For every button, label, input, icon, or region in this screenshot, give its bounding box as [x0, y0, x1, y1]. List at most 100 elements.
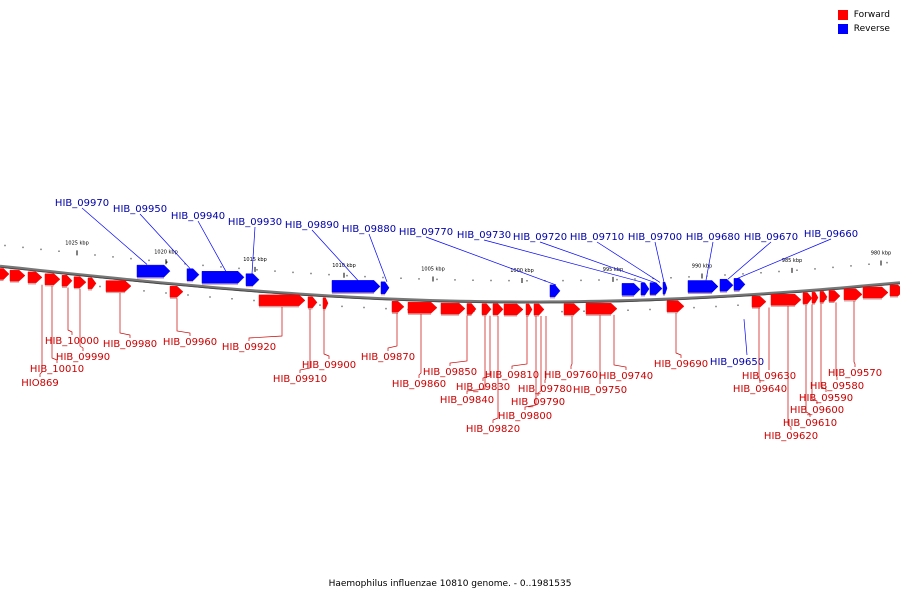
- forward-gene-leader: [805, 304, 811, 417]
- reverse-gene-label: HIB_09950: [113, 204, 167, 215]
- forward-gene-label: HIB_09600: [790, 405, 844, 416]
- genome-backbone: [0, 264, 900, 304]
- forward-gene-arrow: [503, 303, 524, 316]
- scale-label: 1015 kbp: [243, 257, 267, 263]
- forward-gene-label: HIO869: [21, 378, 58, 389]
- reverse-gene-arrow: [649, 282, 663, 295]
- forward-gene-arrow: [862, 286, 889, 299]
- forward-gene-arrow: [307, 296, 318, 309]
- forward-gene-leader: [613, 314, 627, 370]
- forward-gene-arrow: [87, 277, 97, 290]
- forward-gene-arrow: [481, 303, 492, 315]
- forward-swatch: [837, 10, 848, 20]
- forward-gene-label: HIB_09830: [456, 382, 510, 393]
- forward-gene-label: HIB_09800: [498, 411, 552, 422]
- legend-forward: Forward: [837, 10, 890, 20]
- legend-reverse: Reverse: [837, 24, 890, 34]
- reverse-gene-leader: [425, 236, 557, 286]
- forward-gene-leader: [787, 306, 792, 430]
- forward-gene-leader: [387, 313, 398, 351]
- forward-gene-arrow: [533, 303, 545, 316]
- forward-gene-leader: [511, 315, 528, 369]
- scale-label: 990 kbp: [692, 264, 712, 270]
- forward-gene-arrow: [27, 271, 43, 284]
- reverse-gene-arrow: [136, 264, 171, 278]
- reverse-gene-leader: [736, 238, 832, 279]
- scale-label: 995 kbp: [603, 267, 623, 273]
- forward-gene-leader: [537, 315, 542, 396]
- reverse-gene-label: HIB_09940: [171, 211, 225, 222]
- forward-gene-label: HIB_09920: [222, 342, 276, 353]
- forward-gene-arrow: [391, 301, 405, 313]
- reverse-gene-leader: [743, 319, 748, 356]
- forward-gene-leader: [418, 314, 422, 378]
- reverse-swatch: [837, 24, 848, 34]
- reverse-gene-leader: [368, 233, 388, 282]
- forward-gene-label: HIB_09990: [56, 352, 110, 363]
- forward-gene-arrow: [843, 288, 863, 301]
- reverse-gene-arrow: [640, 282, 650, 296]
- forward-gene-label: HIB_09580: [810, 381, 864, 392]
- forward-gene-label: HIB_09640: [733, 384, 787, 395]
- forward-gene-arrow: [322, 297, 329, 309]
- scale-label: 1025 kbp: [65, 240, 89, 246]
- scale-label: 985 kbp: [782, 258, 802, 264]
- reverse-gene-label: HIB_09650: [710, 357, 764, 368]
- forward-gene-arrow: [525, 303, 533, 316]
- reverse-gene-label: HIB_09730: [457, 230, 511, 241]
- forward-gene-label: HIB_09910: [273, 374, 327, 385]
- forward-gene-leader: [248, 306, 283, 341]
- forward-gene-leader: [758, 308, 761, 383]
- scale-label: 1010 kbp: [332, 263, 356, 269]
- forward-gene-arrow: [492, 303, 504, 316]
- forward-gene-label: HIB_09850: [423, 367, 477, 378]
- reverse-gene-arrow: [201, 271, 245, 284]
- forward-gene-arrow: [828, 290, 841, 302]
- forward-gene-label: HIB_09590: [799, 393, 853, 404]
- reverse-gene-label: HIB_09890: [285, 220, 339, 231]
- reverse-gene-label: HIB_09930: [228, 217, 282, 228]
- forward-gene-arrow: [258, 294, 306, 307]
- reverse-gene-label: HIB_09680: [686, 232, 740, 243]
- reverse-gene-label: HIB_09880: [342, 224, 396, 235]
- forward-gene-leader: [835, 302, 838, 380]
- forward-gene-label: HIB_09870: [361, 352, 415, 363]
- forward-gene-leader: [466, 315, 486, 394]
- forward-gene-leader: [482, 315, 491, 381]
- reverse-gene-arrow: [186, 268, 200, 281]
- forward-gene-label: HIB_09860: [392, 379, 446, 390]
- forward-gene-leader: [67, 287, 73, 335]
- reverse-gene-arrow: [621, 283, 641, 296]
- forward-gene-label: HIB_09900: [302, 360, 356, 371]
- forward-gene-label: HIB_09790: [511, 397, 565, 408]
- reverse-gene-leader: [81, 207, 148, 265]
- forward-gene-leader: [570, 315, 573, 369]
- forward-gene-arrow: [44, 273, 61, 286]
- forward-gene-leader: [820, 303, 827, 392]
- forward-gene-arrow: [563, 303, 581, 315]
- scale-label: 1005 kbp: [421, 267, 445, 273]
- reverse-gene-arrow: [549, 284, 561, 298]
- legend-forward-label: Forward: [853, 10, 890, 20]
- forward-gene-label: HIB_09750: [573, 385, 627, 396]
- reverse-gene-leader: [727, 241, 772, 280]
- reverse-gene-leader: [596, 241, 661, 283]
- reverse-gene-label: HIB_09720: [513, 232, 567, 243]
- forward-gene-leader: [299, 308, 311, 373]
- forward-gene-label: HIB_09570: [828, 368, 882, 379]
- forward-gene-leader: [492, 315, 499, 423]
- genome-caption: Haemophilus influenzae 10810 genome. - 0…: [328, 579, 572, 589]
- reverse-gene-label: HIB_09770: [399, 227, 453, 238]
- forward-gene-arrow: [666, 300, 685, 313]
- forward-gene-leader: [675, 312, 682, 358]
- genome-backbone-inner: [0, 266, 900, 304]
- reverse-gene-leader: [251, 226, 256, 274]
- forward-gene-leader: [119, 292, 131, 338]
- forward-gene-leader: [524, 315, 537, 410]
- forward-gene-arrow: [889, 284, 900, 297]
- forward-gene-label: HIB_09780: [518, 384, 572, 395]
- forward-gene-leader: [323, 309, 330, 359]
- forward-gene-label: HIB_09620: [764, 431, 818, 442]
